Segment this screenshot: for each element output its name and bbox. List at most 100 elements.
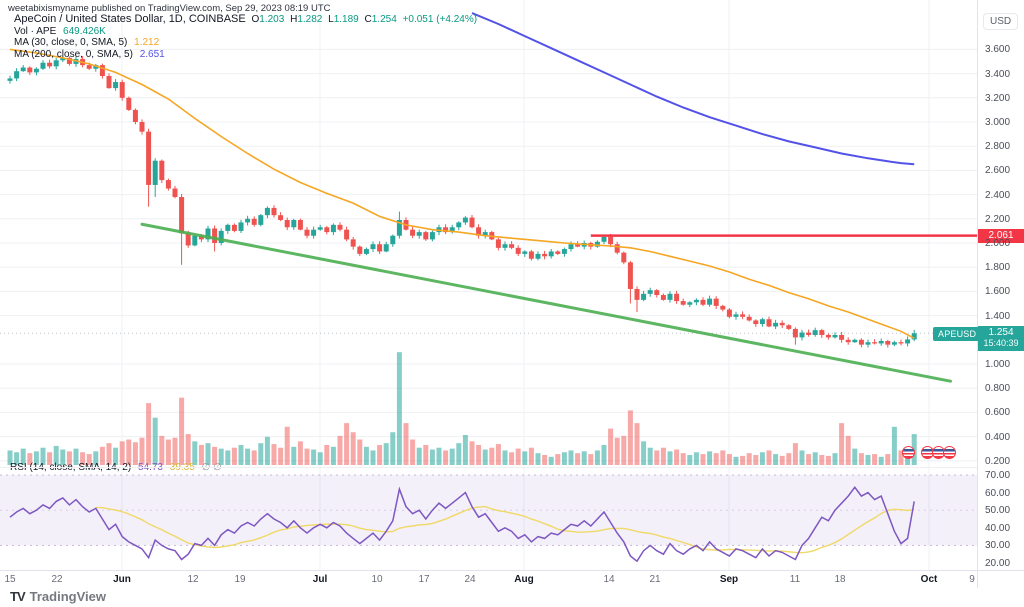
volume-bar-up bbox=[647, 447, 653, 465]
time-tick-label: 9 bbox=[969, 574, 975, 585]
candle-up bbox=[449, 227, 455, 233]
volume-bar-down bbox=[377, 444, 383, 465]
volume-bar-down bbox=[885, 454, 891, 465]
volume-bar-down bbox=[297, 441, 303, 465]
volume-bar-up bbox=[601, 444, 607, 465]
candle-down bbox=[324, 227, 330, 233]
volume-bar-down bbox=[27, 453, 33, 465]
volume-bar-up bbox=[429, 449, 435, 465]
candle-down bbox=[885, 341, 891, 345]
candle-up bbox=[812, 330, 818, 335]
candle-up bbox=[832, 334, 838, 338]
candle-up bbox=[7, 78, 13, 81]
volume-bar-up bbox=[363, 446, 369, 465]
currency-toggle-button[interactable]: USD bbox=[983, 13, 1019, 30]
candle-up bbox=[264, 207, 270, 216]
candle-up bbox=[799, 332, 805, 338]
tradingview-attribution[interactable]: TV TradingView bbox=[10, 589, 106, 604]
candle-up bbox=[548, 251, 554, 257]
volume-bar-up bbox=[687, 454, 693, 465]
price-pane[interactable] bbox=[0, 12, 977, 383]
volume-bar-down bbox=[47, 452, 53, 465]
ma200-value: 2.651 bbox=[139, 48, 165, 60]
candle-up bbox=[594, 241, 600, 247]
candle-down bbox=[542, 253, 548, 257]
volume-bar-up bbox=[60, 449, 66, 465]
candle-down bbox=[47, 62, 53, 67]
candle-down bbox=[271, 207, 277, 216]
candle-up bbox=[502, 244, 508, 248]
volume-bar-down bbox=[588, 454, 594, 465]
volume-pane[interactable] bbox=[7, 352, 917, 465]
chart-legend: ApeCoin / United States Dollar, 1D, COIN… bbox=[14, 13, 477, 61]
volume-bar-down bbox=[304, 448, 310, 465]
ma200-legend-row[interactable]: MA (200, close, 0, SMA, 5) 2.651 bbox=[14, 49, 477, 61]
event-marker-icon[interactable] bbox=[943, 446, 956, 459]
price-tick-label: 1.000 bbox=[985, 359, 1011, 370]
ma30-legend-row[interactable]: MA (30, close, 0, SMA, 5) 1.212 bbox=[14, 37, 477, 49]
volume-bar-down bbox=[766, 450, 772, 465]
rsi-tick-label: 40.00 bbox=[985, 522, 1011, 534]
candle-down bbox=[146, 131, 152, 185]
candle-up bbox=[238, 222, 244, 231]
volume-bar-down bbox=[132, 442, 138, 465]
volume-bar-down bbox=[179, 397, 185, 465]
volume-bar-up bbox=[878, 456, 884, 465]
candle-down bbox=[165, 180, 171, 189]
volume-bar-up bbox=[291, 446, 297, 465]
candle-up bbox=[647, 290, 653, 294]
event-marker-icon[interactable] bbox=[902, 446, 915, 459]
volume-bar-down bbox=[126, 439, 132, 465]
candle-down bbox=[304, 229, 310, 236]
last-price-value: 1.254 bbox=[988, 327, 1014, 338]
candle-down bbox=[344, 229, 350, 240]
candle-down bbox=[251, 218, 257, 225]
publish-watermark: weetabixismyname published on TradingVie… bbox=[8, 3, 331, 14]
volume-bar-down bbox=[779, 455, 785, 465]
candle-up bbox=[225, 224, 231, 231]
volume-bar-down bbox=[825, 455, 831, 465]
candle-up bbox=[258, 215, 264, 225]
volume-bar-down bbox=[720, 450, 726, 465]
tradingview-logo-icon: TV bbox=[10, 589, 26, 604]
candle-down bbox=[106, 76, 112, 89]
candle-down bbox=[713, 298, 719, 306]
symbol-legend-row[interactable]: ApeCoin / United States Dollar, 1D, COIN… bbox=[14, 13, 477, 26]
candle-up bbox=[905, 339, 911, 344]
candle-down bbox=[159, 160, 165, 181]
volume-bar-down bbox=[806, 454, 812, 465]
price-tick-label: 1.600 bbox=[985, 286, 1011, 298]
high-value: 1.282 bbox=[297, 14, 323, 25]
volume-bar-up bbox=[568, 450, 574, 465]
candle-up bbox=[396, 220, 402, 236]
price-tick-label: 2.800 bbox=[985, 141, 1011, 153]
volume-bar-down bbox=[819, 454, 825, 465]
time-tick-label: 24 bbox=[464, 574, 476, 585]
candle-up bbox=[773, 322, 779, 327]
time-tick-label: Jun bbox=[113, 574, 131, 585]
volume-bar-up bbox=[245, 448, 251, 465]
volume-bar-down bbox=[621, 435, 627, 465]
candle-up bbox=[245, 218, 251, 223]
volume-bar-up bbox=[73, 448, 79, 465]
candle-up bbox=[707, 298, 713, 305]
ma30-line bbox=[9, 48, 915, 340]
candle-up bbox=[33, 68, 39, 73]
candle-down bbox=[845, 339, 851, 343]
candle-down bbox=[746, 316, 752, 321]
candle-down bbox=[476, 227, 482, 236]
candle-down bbox=[185, 233, 191, 246]
open-key: O bbox=[251, 14, 260, 25]
volume-legend-row[interactable]: Vol · APE 649.426K bbox=[14, 26, 477, 38]
candle-down bbox=[700, 299, 706, 305]
price-tick-label: 0.200 bbox=[985, 455, 1011, 467]
volume-bar-up bbox=[482, 449, 488, 465]
candle-down bbox=[495, 239, 501, 248]
rsi-pane[interactable] bbox=[0, 474, 977, 563]
volume-bar-up bbox=[462, 434, 468, 465]
candle-up bbox=[667, 293, 673, 300]
pane-separator[interactable] bbox=[0, 467, 977, 468]
candle-up bbox=[40, 62, 46, 69]
time-tick-label: 11 bbox=[789, 574, 801, 585]
